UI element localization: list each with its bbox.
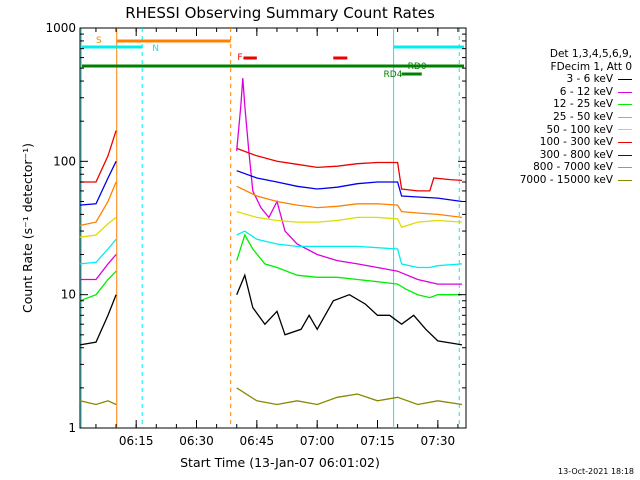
flag-label: F	[237, 53, 242, 63]
series-line	[236, 387, 463, 406]
plot-frame	[79, 27, 467, 429]
legend-swatch	[618, 91, 632, 93]
y-tick-label: 1	[68, 421, 76, 435]
legend-entry: 6 - 12 keV	[480, 86, 632, 99]
legend-swatch	[618, 78, 632, 80]
series-line	[79, 181, 117, 227]
y-tick-label: 1000	[45, 21, 76, 35]
series-line	[79, 216, 117, 238]
legend-swatch	[618, 116, 632, 118]
legend-entry: 300 - 800 keV	[480, 149, 632, 162]
legend-swatch	[618, 154, 632, 156]
legend-label: 12 - 25 keV	[553, 98, 613, 111]
series-line	[79, 294, 117, 346]
legend-swatch	[618, 141, 632, 143]
chart-title: RHESSI Observing Summary Count Rates	[125, 4, 435, 22]
legend-label: 3 - 6 keV	[566, 73, 613, 86]
legend-label: 25 - 50 keV	[553, 110, 613, 123]
series-line	[79, 238, 117, 265]
flag-label: RD4	[384, 70, 403, 80]
series-line	[236, 233, 462, 299]
legend-swatch	[618, 167, 632, 169]
legend-label: 50 - 100 keV	[546, 123, 613, 136]
x-tick-label: 06:15	[119, 434, 154, 448]
legend-label: 300 - 800 keV	[539, 148, 613, 161]
legend: Det 1,3,4,5,6,9, FDecim 1, Att 0 3 - 6 k…	[480, 48, 632, 187]
series-line	[79, 161, 117, 206]
x-tick-label: 06:45	[240, 434, 275, 448]
x-tick-label: 06:30	[179, 434, 214, 448]
flag-label: N	[152, 44, 159, 54]
series-line	[236, 78, 462, 285]
x-tick-label: 07:15	[360, 434, 395, 448]
x-tick-label: 07:00	[300, 434, 335, 448]
flag-label: S	[96, 36, 102, 46]
legend-swatch	[618, 129, 632, 131]
y-tick-label: 10	[61, 288, 76, 302]
legend-swatch	[618, 104, 632, 106]
series-line	[79, 130, 117, 183]
legend-swatch	[618, 179, 632, 181]
legend-label: 7000 - 15000 keV	[519, 173, 613, 186]
flag-label: RD0	[408, 62, 427, 72]
y-axis-label: Count Rate (s⁻¹ detector⁻¹)	[20, 143, 35, 313]
series-line	[79, 400, 117, 406]
legend-entry: 3 - 6 keV	[480, 73, 632, 86]
y-tick-label: 100	[53, 154, 76, 168]
legend-entry: 800 - 7000 keV	[480, 161, 632, 174]
series-line	[79, 270, 117, 302]
footer-date: 13-Oct-2021 18:18	[558, 467, 634, 476]
legend-header-detectors: Det 1,3,4,5,6,9,	[549, 48, 632, 60]
legend-entry: 12 - 25 keV	[480, 98, 632, 111]
legend-entry: 50 - 100 keV	[480, 124, 632, 137]
legend-label: 6 - 12 keV	[559, 85, 613, 98]
legend-entry: 25 - 50 keV	[480, 111, 632, 124]
series-line	[79, 254, 117, 281]
series-line	[236, 210, 463, 229]
legend-label: 100 - 300 keV	[539, 136, 613, 149]
series-line	[236, 230, 463, 269]
legend-header-decimation: FDecim 1, Att 0	[550, 60, 632, 73]
legend-label: 800 - 7000 keV	[533, 161, 613, 174]
x-axis-label: Start Time (13-Jan-07 06:01:02)	[180, 455, 380, 470]
series-line	[236, 170, 463, 203]
series-line	[236, 147, 463, 192]
series-line	[236, 273, 463, 346]
series-line	[236, 185, 463, 219]
legend-entry: 7000 - 15000 keV	[480, 174, 632, 187]
legend-entry: 100 - 300 keV	[480, 136, 632, 149]
x-tick-label: 07:30	[421, 434, 456, 448]
